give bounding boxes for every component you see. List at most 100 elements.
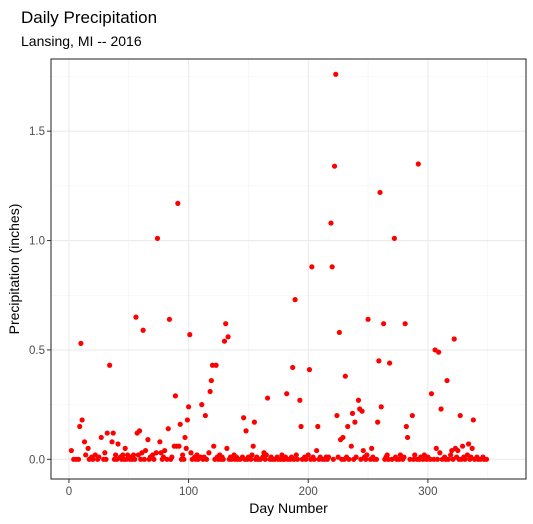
data-point <box>199 402 205 408</box>
data-point <box>181 456 187 462</box>
data-point <box>303 456 309 462</box>
data-point <box>166 316 173 322</box>
data-point <box>79 417 85 423</box>
data-point <box>165 426 171 432</box>
data-point <box>85 445 91 451</box>
x-tick-label: 100 <box>179 486 198 498</box>
data-point <box>311 456 317 462</box>
data-point <box>293 452 299 458</box>
data-point <box>291 456 297 462</box>
chart-subtitle: Lansing, MI -- 2016 <box>21 33 142 49</box>
data-point <box>445 456 451 462</box>
x-tick-label: 200 <box>299 486 318 498</box>
data-point <box>297 397 303 403</box>
data-point <box>223 321 229 327</box>
data-point <box>336 329 342 336</box>
data-point <box>369 445 375 451</box>
data-point <box>68 447 74 454</box>
data-point <box>375 419 381 425</box>
x-axis-label: Day Number <box>249 500 328 516</box>
data-point <box>315 423 321 430</box>
data-point <box>110 430 116 436</box>
data-point <box>241 415 247 421</box>
data-point <box>305 452 311 458</box>
data-point <box>410 456 417 462</box>
data-point <box>451 336 457 342</box>
data-point <box>298 423 304 430</box>
data-point <box>213 362 219 368</box>
data-point <box>211 443 217 449</box>
data-point <box>437 450 443 456</box>
data-point <box>264 395 271 401</box>
data-point <box>409 412 415 419</box>
data-point <box>363 456 369 462</box>
data-point <box>220 456 226 462</box>
data-point <box>90 456 96 462</box>
data-point <box>415 161 421 167</box>
data-point <box>221 338 228 344</box>
data-point <box>306 367 313 373</box>
data-point <box>224 445 230 451</box>
data-point <box>352 419 358 425</box>
data-point <box>348 443 354 449</box>
data-point <box>251 419 258 425</box>
data-point <box>365 316 371 322</box>
data-point <box>130 452 137 458</box>
data-point <box>342 373 348 379</box>
data-point <box>359 408 365 414</box>
data-point <box>209 362 216 368</box>
data-point <box>355 397 362 403</box>
data-point <box>98 434 104 441</box>
data-point <box>249 452 255 458</box>
data-point <box>407 456 413 462</box>
data-point <box>462 456 468 462</box>
data-point <box>250 443 256 449</box>
data-point <box>136 428 143 434</box>
data-point <box>387 360 393 366</box>
data-point <box>373 456 380 462</box>
data-point <box>345 423 351 430</box>
data-point <box>290 364 296 371</box>
data-point <box>381 321 387 327</box>
data-point <box>172 393 179 399</box>
y-axis-label: Precipitation (inches) <box>6 204 22 335</box>
data-point <box>177 421 183 427</box>
data-point <box>157 439 163 445</box>
data-point <box>263 452 269 458</box>
data-point <box>122 445 128 451</box>
data-point <box>96 454 102 460</box>
data-point <box>248 456 254 462</box>
data-point <box>309 264 315 270</box>
data-point <box>333 71 339 77</box>
data-point <box>329 264 335 270</box>
data-point <box>164 456 170 462</box>
data-point <box>331 163 338 169</box>
data-point <box>81 439 88 445</box>
data-point <box>328 220 334 226</box>
data-point <box>188 450 194 456</box>
data-point <box>182 434 188 441</box>
data-point <box>153 450 159 456</box>
y-tick-label: 1.0 <box>29 236 45 248</box>
data-point <box>483 456 490 462</box>
data-point <box>346 456 352 462</box>
data-point <box>208 377 214 384</box>
data-point <box>133 314 139 320</box>
data-point <box>340 434 346 441</box>
data-point <box>262 456 268 462</box>
data-point <box>457 412 463 419</box>
data-point <box>176 443 182 449</box>
data-point <box>377 189 383 196</box>
data-point <box>145 437 151 443</box>
data-point <box>162 447 168 454</box>
y-tick-label: 1.5 <box>29 126 45 138</box>
data-point <box>203 456 210 462</box>
data-point <box>364 452 370 458</box>
data-point <box>325 454 332 460</box>
plot-border <box>50 58 527 480</box>
data-point <box>444 377 450 384</box>
chart-title: Daily Precipitation <box>21 8 157 27</box>
data-point <box>396 456 402 462</box>
data-point <box>183 445 189 451</box>
